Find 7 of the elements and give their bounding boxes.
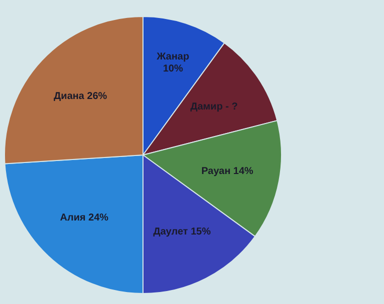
slice-label: Жанар [156,52,190,63]
slice-label: Даулет 15% [153,226,211,238]
slice-label: Алия 24% [60,212,108,224]
slice-label: Диана 26% [54,90,108,102]
data-label: 10% [162,64,184,75]
slice-label: Дамир - ? [190,101,238,112]
slice-label: Рауан 14% [201,166,254,177]
